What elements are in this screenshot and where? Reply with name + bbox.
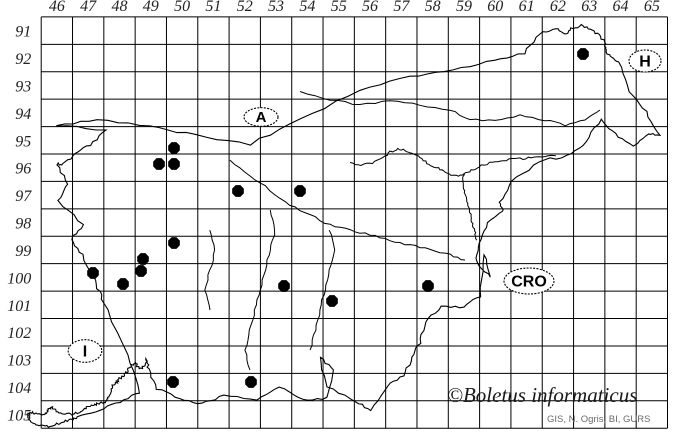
svg-text:101: 101 [7, 298, 31, 315]
svg-text:GIS, N. Ogris, BI, GURS: GIS, N. Ogris, BI, GURS [547, 414, 650, 425]
svg-text:55: 55 [331, 0, 347, 15]
svg-text:53: 53 [268, 0, 284, 15]
svg-text:95: 95 [15, 133, 31, 150]
svg-text:47: 47 [80, 0, 97, 15]
svg-text:62: 62 [550, 0, 566, 15]
svg-text:99: 99 [15, 243, 31, 260]
svg-text:50: 50 [174, 0, 190, 15]
svg-text:96: 96 [15, 161, 31, 178]
svg-text:104: 104 [7, 380, 31, 397]
svg-text:102: 102 [7, 325, 31, 342]
svg-text:©Boletus informaticus: ©Boletus informaticus [447, 383, 637, 407]
svg-text:100: 100 [7, 270, 31, 287]
svg-text:52: 52 [237, 0, 253, 15]
svg-text:56: 56 [362, 0, 378, 15]
svg-text:91: 91 [15, 24, 31, 41]
svg-text:65: 65 [644, 0, 660, 15]
svg-text:94: 94 [15, 106, 31, 123]
svg-text:H: H [639, 54, 651, 71]
svg-text:103: 103 [7, 353, 31, 370]
svg-text:93: 93 [15, 78, 31, 95]
svg-text:58: 58 [425, 0, 441, 15]
svg-text:63: 63 [581, 0, 597, 15]
svg-text:CRO: CRO [511, 274, 547, 291]
svg-text:59: 59 [456, 0, 472, 15]
svg-text:57: 57 [393, 0, 410, 15]
svg-text:64: 64 [613, 0, 629, 15]
svg-text:98: 98 [15, 216, 31, 233]
svg-text:92: 92 [15, 51, 31, 68]
svg-text:48: 48 [111, 0, 127, 15]
svg-text:60: 60 [487, 0, 503, 15]
svg-text:97: 97 [15, 188, 32, 205]
svg-text:A: A [256, 109, 267, 126]
svg-text:51: 51 [205, 0, 221, 15]
svg-text:49: 49 [143, 0, 159, 15]
svg-text:I: I [83, 344, 87, 361]
svg-text:46: 46 [49, 0, 65, 15]
svg-text:61: 61 [519, 0, 535, 15]
svg-text:105: 105 [7, 407, 31, 424]
svg-text:54: 54 [299, 0, 315, 15]
